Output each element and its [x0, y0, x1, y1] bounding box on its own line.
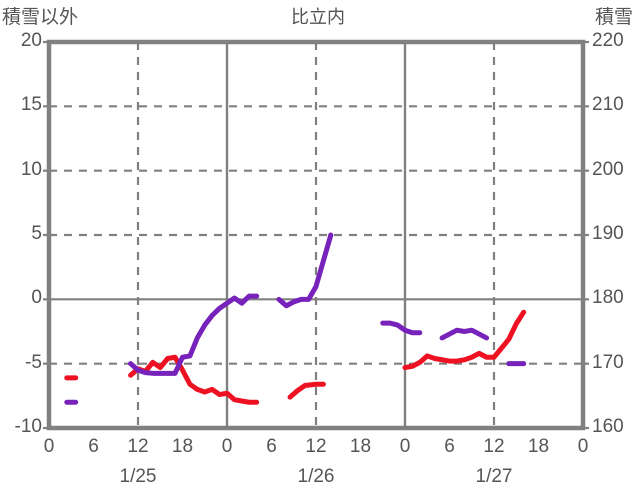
x-day-label: 1/26 [297, 466, 335, 487]
right-axis-title: 積雪 [594, 7, 633, 28]
chart-title: 比立内 [291, 7, 345, 27]
left-tick-label: 0 [31, 287, 42, 309]
left-axis-title: 積雪以外 [2, 7, 79, 28]
x-tick-label: 6 [444, 436, 455, 457]
left-tick-label: 5 [31, 223, 42, 244]
x-tick-label: 12 [127, 436, 149, 457]
x-tick-label: 18 [527, 436, 550, 457]
left-tick-label: 20 [20, 30, 42, 51]
right-tick-label: 190 [592, 223, 624, 244]
x-tick-label: 0 [399, 436, 411, 457]
x-tick-label: 0 [577, 436, 589, 457]
left-tick-label: -10 [14, 416, 42, 437]
left-tick-label: 10 [20, 158, 42, 180]
series-line-snow [276, 232, 334, 309]
right-tick-label: 220 [592, 30, 624, 51]
right-tick-label: 160 [592, 416, 624, 437]
x-tick-label: 6 [266, 436, 277, 457]
x-day-label: 1/25 [119, 466, 157, 487]
x-tick-label: 18 [349, 436, 372, 457]
series-line-snow [380, 320, 423, 336]
x-tick-label: 12 [483, 436, 505, 457]
x-tick-label: 12 [305, 436, 327, 457]
right-tick-label: 210 [592, 94, 624, 116]
x-tick-label: 0 [43, 436, 55, 457]
left-tick-label: 15 [20, 94, 42, 116]
series-line-snow [128, 293, 260, 376]
right-tick-label: 180 [592, 287, 624, 309]
right-tick-label: 200 [592, 158, 624, 180]
x-tick-label: 0 [221, 436, 233, 457]
plot-frame [43, 39, 589, 431]
x-tick-label: 6 [88, 436, 99, 457]
series-layer [64, 232, 527, 405]
series-line-other [287, 381, 326, 400]
series-line-snow [439, 327, 490, 341]
right-tick-label: 170 [592, 351, 624, 373]
series-line-other [402, 309, 527, 371]
x-day-label: 1/27 [475, 466, 513, 487]
series-line-other [128, 354, 260, 405]
x-tick-label: 18 [171, 436, 194, 457]
grid-layer [49, 42, 583, 428]
left-tick-label: -5 [25, 351, 42, 373]
